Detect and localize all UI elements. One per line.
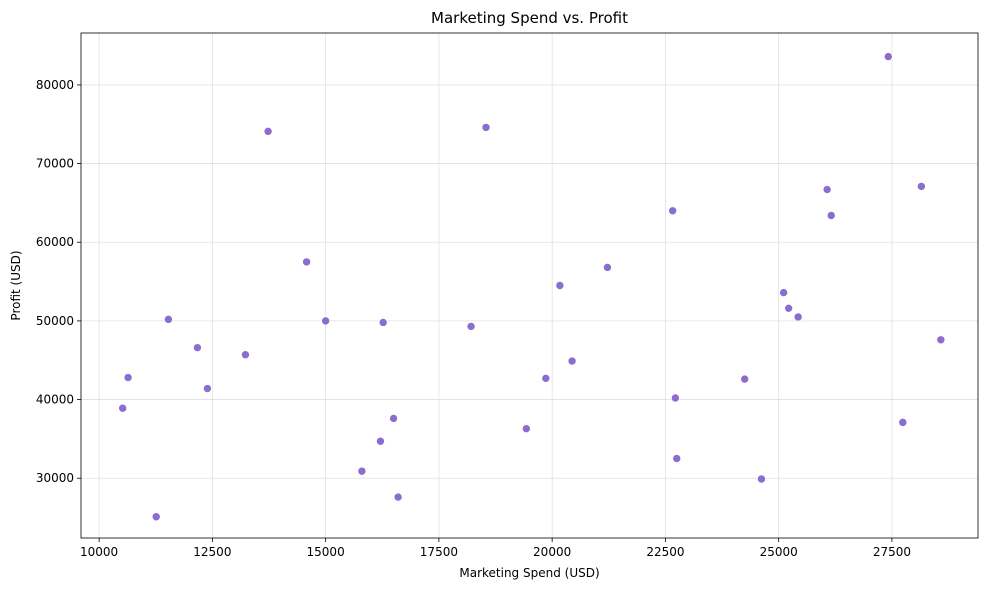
y-axis-label: Profit (USD): [9, 250, 23, 320]
scatter-point: [883, 52, 893, 61]
scatter-point: [603, 263, 612, 272]
scatter-point: [393, 492, 403, 502]
plot-area-frame: [80, 32, 979, 539]
scatter-point: [793, 312, 803, 322]
scatter-point: [672, 454, 682, 463]
scatter-point: [917, 182, 926, 191]
scatter-point: [481, 123, 491, 132]
scatter-point: [668, 206, 677, 216]
y-tick-label: 80000: [36, 78, 74, 92]
data-points: [118, 52, 946, 522]
scatter-point: [522, 424, 531, 433]
scatter-point: [822, 185, 832, 194]
scatter-point: [757, 474, 766, 484]
x-tick-label: 25000: [760, 545, 798, 559]
x-tick-label: 15000: [307, 545, 345, 559]
chart-title: Marketing Spend vs. Profit: [431, 9, 628, 27]
scatter-point: [740, 374, 749, 384]
scatter-point: [193, 343, 202, 352]
scatter-point: [164, 315, 173, 324]
scatter-point: [203, 384, 212, 393]
scatter-point: [541, 374, 551, 383]
scatter-point: [376, 436, 385, 446]
y-tick-label: 60000: [36, 235, 74, 249]
x-tick-label: 20000: [533, 545, 571, 559]
y-tick-label: 40000: [36, 393, 74, 407]
scatter-point: [151, 512, 161, 522]
scatter-point: [555, 281, 565, 290]
x-tick-label: 17500: [420, 545, 458, 559]
scatter-point: [321, 316, 330, 326]
y-tick-label: 50000: [36, 314, 74, 328]
scatter-point: [784, 304, 793, 313]
scatter-point: [826, 211, 836, 220]
y-axis-ticks: 30000 40000 50000 60000 70000 80000: [36, 78, 81, 485]
scatter-point: [302, 257, 311, 267]
scatter-point: [936, 335, 946, 345]
scatter-point: [671, 393, 680, 403]
scatter-point: [123, 373, 133, 382]
x-tick-label: 22500: [646, 545, 684, 559]
scatter-point: [389, 414, 398, 423]
scatter-point: [466, 322, 476, 331]
scatter-point: [357, 466, 367, 476]
x-axis-label: Marketing Spend (USD): [459, 566, 599, 580]
y-tick-label: 70000: [36, 157, 74, 171]
x-tick-label: 12500: [193, 545, 231, 559]
y-tick-label: 30000: [36, 471, 74, 485]
x-tick-label: 10000: [80, 545, 118, 559]
scatter-point: [898, 418, 908, 427]
scatter-point: [779, 288, 788, 297]
grid: [81, 33, 978, 538]
scatter-point: [263, 127, 273, 136]
scatter-point: [378, 318, 388, 327]
scatter-point: [567, 356, 577, 366]
scatter-point: [241, 350, 250, 360]
x-axis-ticks: 10000 12500 15000 17500 20000 22500 25000 27500: [80, 538, 911, 559]
scatter-point: [118, 403, 127, 413]
x-tick-label: 27500: [873, 545, 911, 559]
